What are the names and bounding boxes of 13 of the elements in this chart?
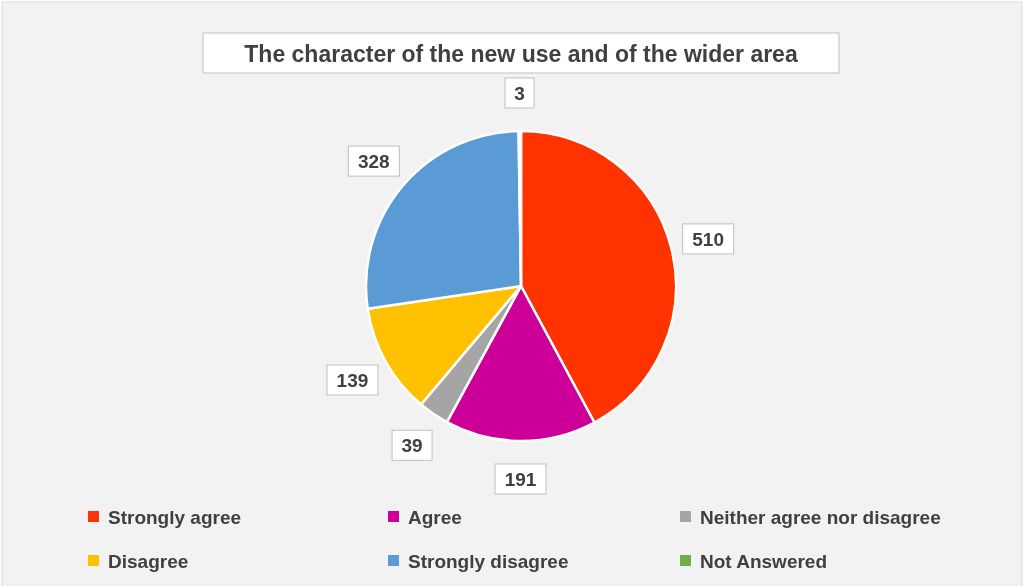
data-label: 328 [357, 151, 390, 173]
data-label: 191 [504, 469, 537, 490]
legend-label: Strongly disagree [408, 551, 569, 572]
legend-label: Agree [408, 507, 462, 528]
data-label: 39 [401, 435, 423, 457]
legend-label: Disagree [108, 551, 189, 572]
data-label: 3 [514, 83, 525, 105]
legend-label: Not Answered [700, 551, 828, 572]
chart-title: The character of the new use and of the wider area [244, 41, 798, 67]
legend-label: Strongly agree [108, 507, 242, 528]
legend-label: Neither agree nor disagree [700, 507, 941, 528]
data-label: 139 [336, 370, 369, 392]
data-label: 510 [692, 228, 725, 250]
